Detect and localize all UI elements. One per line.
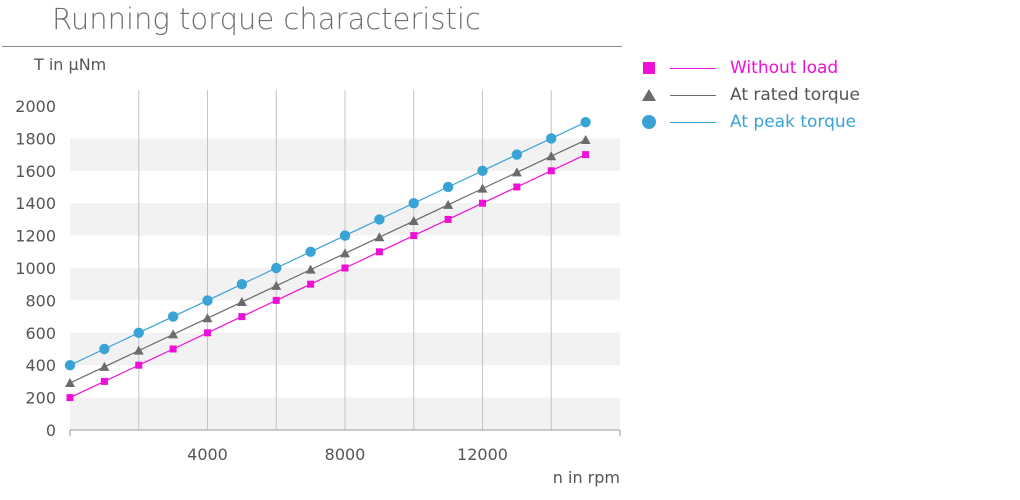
data-point-circle — [64, 360, 76, 371]
data-point-square — [341, 264, 349, 272]
data-point-circle — [477, 165, 488, 176]
series-without-load — [66, 151, 590, 402]
y-tick-labels: 0 200 400 600 800 1000 1200 1400 1600 1800 2000 — [15, 97, 56, 440]
data-point-circle — [374, 214, 385, 225]
data-point-circle — [408, 198, 419, 209]
x-tick-label: 8000 — [325, 445, 366, 464]
data-point-square — [238, 313, 246, 321]
legend-triangle-marker-icon — [640, 86, 658, 104]
legend-square-marker-icon — [640, 59, 658, 77]
data-point-circle — [236, 279, 248, 290]
y-tick-label: 1600 — [15, 162, 56, 181]
series-line — [69, 121, 586, 366]
data-point-triangle — [99, 361, 110, 371]
legend-label: At rated torque — [730, 85, 860, 105]
data-point-circle — [305, 246, 316, 257]
data-point-circle — [167, 311, 179, 322]
y-tick-label: 1200 — [15, 227, 56, 246]
data-point-circle — [546, 133, 557, 144]
data-point-square — [100, 377, 108, 385]
legend-item-at-rated-torque[interactable]: At rated torque — [640, 84, 860, 106]
y-tick-label: 800 — [25, 291, 56, 310]
data-point-triangle — [168, 329, 179, 339]
data-point-square — [375, 248, 383, 256]
data-point-triangle — [236, 297, 247, 307]
data-point-square — [307, 280, 315, 288]
legend-line-swatch — [670, 67, 716, 69]
data-point-square — [513, 183, 521, 191]
data-point-circle — [442, 181, 454, 193]
data-point-triangle — [443, 199, 454, 209]
data-point-triangle — [65, 378, 75, 388]
data-point-triangle — [408, 216, 419, 226]
series-layer — [64, 117, 591, 402]
data-point-triangle — [374, 232, 385, 242]
x-tick-label: 12000 — [457, 445, 508, 464]
data-point-square — [479, 199, 486, 207]
data-point-square — [135, 361, 143, 369]
legend-label: At peak torque — [730, 112, 857, 132]
data-point-square — [547, 167, 555, 175]
data-point-circle — [339, 230, 351, 241]
x-tick-labels: 4000 8000 12000 — [187, 445, 508, 464]
y-tick-label: 0 — [46, 421, 56, 440]
data-point-triangle — [271, 280, 282, 290]
legend-line-swatch — [670, 121, 716, 123]
legend-circle-marker-icon — [640, 113, 658, 131]
series-at-peak-torque — [64, 117, 591, 371]
legend-item-without-load[interactable]: Without load — [640, 57, 838, 79]
axes — [69, 429, 621, 436]
y-tick-label: 1000 — [15, 259, 56, 278]
x-axis-label: n in rpm — [553, 468, 620, 487]
data-point-square — [204, 329, 211, 337]
data-point-square — [272, 296, 280, 304]
data-point-square — [410, 232, 418, 240]
data-point-circle — [99, 343, 110, 355]
data-point-circle — [133, 327, 144, 338]
data-point-square — [169, 345, 177, 353]
series-at-rated-torque — [65, 135, 591, 388]
data-point-square — [582, 151, 590, 159]
data-point-circle — [202, 295, 213, 306]
legend-line-swatch — [670, 94, 716, 96]
data-point-circle — [271, 262, 282, 274]
y-tick-label: 2000 — [15, 97, 56, 116]
y-tick-label: 1400 — [15, 194, 56, 213]
data-point-square — [444, 215, 452, 223]
chart-title: Running torque characteristic — [52, 2, 481, 36]
data-point-circle — [580, 117, 591, 128]
legend-label: Without load — [730, 58, 839, 78]
data-point-square — [66, 394, 74, 402]
data-point-circle — [511, 149, 523, 160]
data-point-triangle — [340, 248, 350, 258]
data-point-triangle — [477, 183, 488, 193]
y-tick-label: 1800 — [15, 129, 56, 148]
y-tick-label: 400 — [25, 356, 56, 375]
data-point-triangle — [305, 264, 316, 274]
data-point-triangle — [580, 135, 591, 145]
y-tick-label: 200 — [25, 389, 56, 408]
grid-vertical-lines — [138, 90, 552, 430]
data-point-triangle — [546, 151, 557, 161]
series-line — [69, 139, 586, 384]
y-axis-label: T in µNm — [33, 55, 106, 74]
x-tick-label: 4000 — [187, 445, 228, 464]
data-point-triangle — [202, 313, 213, 323]
data-point-triangle — [511, 167, 522, 177]
data-point-triangle — [133, 345, 144, 355]
legend-item-at-peak-torque[interactable]: At peak torque — [640, 111, 856, 133]
title-divider — [2, 46, 622, 47]
series-line — [69, 154, 586, 399]
y-tick-label: 600 — [25, 324, 56, 343]
